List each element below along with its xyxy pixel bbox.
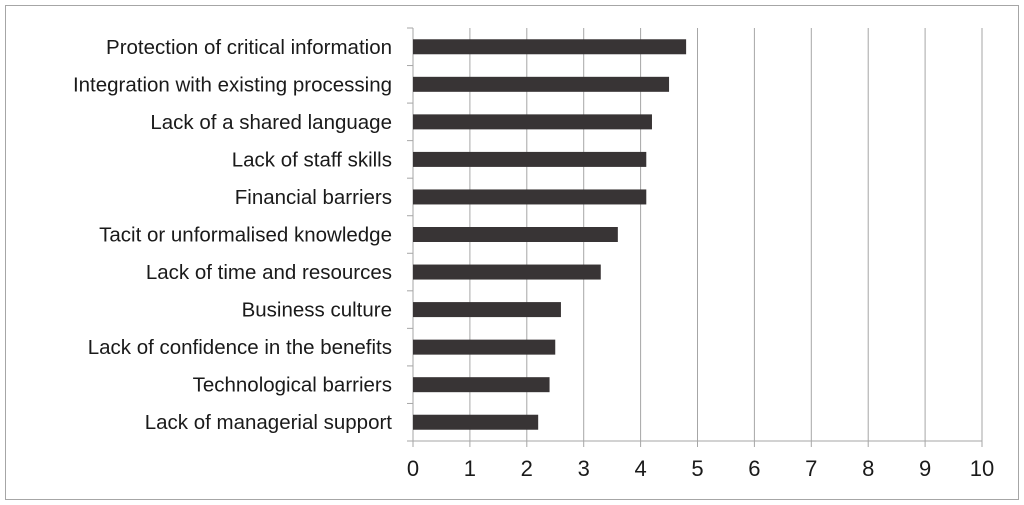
category-label: Technological barriers bbox=[193, 374, 392, 397]
bar bbox=[413, 414, 539, 430]
x-tick-label: 3 bbox=[578, 456, 590, 481]
bar bbox=[413, 189, 647, 205]
x-tick-label: 2 bbox=[521, 456, 533, 481]
x-tick-label: 6 bbox=[748, 456, 760, 481]
x-tick-label: 8 bbox=[862, 456, 874, 481]
chart-frame bbox=[5, 5, 1019, 500]
bar bbox=[413, 339, 556, 355]
x-tick-label: 0 bbox=[407, 456, 419, 481]
category-label: Protection of critical information bbox=[106, 36, 392, 59]
bar bbox=[413, 114, 652, 130]
bar bbox=[413, 264, 601, 280]
x-tick-label: 1 bbox=[464, 456, 476, 481]
category-label: Financial barriers bbox=[235, 186, 392, 209]
category-label: Lack of time and resources bbox=[146, 261, 392, 284]
category-label: Lack of managerial support bbox=[145, 411, 393, 434]
category-label: Lack of staff skills bbox=[232, 148, 392, 171]
x-tick-label: 10 bbox=[970, 456, 994, 481]
category-label: Tacit or unformalised knowledge bbox=[99, 224, 392, 247]
category-label: Integration with existing processing bbox=[73, 73, 392, 96]
x-tick-label: 9 bbox=[919, 456, 931, 481]
bar bbox=[413, 151, 647, 167]
category-label: Business culture bbox=[242, 299, 392, 322]
bar bbox=[413, 227, 618, 242]
x-tick-label: 7 bbox=[805, 456, 817, 481]
category-label: Lack of a shared language bbox=[150, 111, 392, 134]
category-label: Lack of confidence in the benefits bbox=[88, 336, 392, 359]
bar bbox=[413, 302, 561, 318]
x-tick-label: 4 bbox=[634, 456, 646, 481]
bar bbox=[413, 377, 550, 393]
bar bbox=[413, 39, 687, 55]
x-tick-label: 5 bbox=[691, 456, 703, 481]
bar bbox=[413, 76, 670, 92]
